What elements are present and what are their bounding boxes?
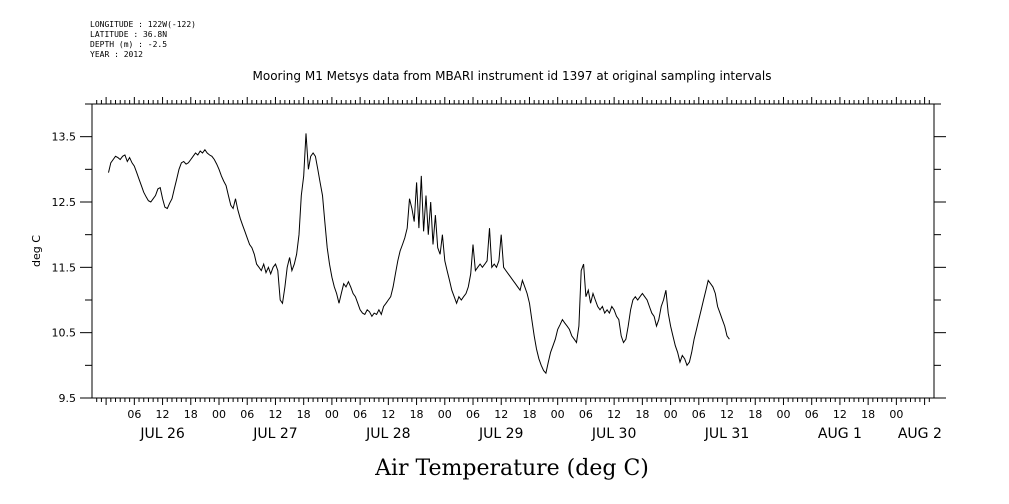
latitude-label: LATITUDE : 36.8N xyxy=(90,30,168,39)
x-tick-label: 12 xyxy=(494,408,508,421)
depth-label: DEPTH (m) : -2.5 xyxy=(90,40,168,49)
metadata-header: LONGITUDE : 122W(-122) LATITUDE : 36.8N … xyxy=(90,20,196,60)
longitude-label: LONGITUDE : 122W(-122) xyxy=(90,20,196,29)
x-day-label: JUL 30 xyxy=(591,426,636,442)
x-tick-label: 18 xyxy=(861,408,875,421)
x-tick-label: 06 xyxy=(805,408,819,421)
series-group xyxy=(108,133,730,375)
x-tick-label: 06 xyxy=(579,408,593,421)
x-day-label: AUG 2 xyxy=(898,426,942,442)
x-tick-label: 06 xyxy=(692,408,706,421)
x-day-label: JUL 28 xyxy=(365,426,410,442)
x-tick-label: 00 xyxy=(664,408,678,421)
y-axis: 9.5 10.5 11.5 12.5 13.5 xyxy=(52,103,946,405)
y-tick-label: 11.5 xyxy=(52,261,77,274)
x-day-label: JUL 31 xyxy=(704,426,749,442)
x-tick-label: 06 xyxy=(466,408,480,421)
plot-frame xyxy=(91,103,935,399)
y-tick-label: 13.5 xyxy=(52,131,77,144)
x-tick-label: 12 xyxy=(833,408,847,421)
chart-title: Mooring M1 Metsys data from MBARI instru… xyxy=(253,69,772,83)
x-day-label: JUL 26 xyxy=(139,426,185,442)
x-axis-title: Air Temperature (deg C) xyxy=(374,456,649,481)
x-day-label: AUG 1 xyxy=(818,426,862,442)
x-tick-label: 12 xyxy=(381,408,395,421)
x-tick-label: 18 xyxy=(635,408,649,421)
x-day-label: JUL 27 xyxy=(252,426,297,442)
x-tick-label: 00 xyxy=(889,408,903,421)
x-tick-label: 12 xyxy=(607,408,621,421)
x-tick-label: 12 xyxy=(720,408,734,421)
x-tick-label: 18 xyxy=(522,408,536,421)
y-tick-label: 10.5 xyxy=(52,327,77,340)
series-line xyxy=(108,133,730,375)
year-label: YEAR : 2012 xyxy=(90,50,143,59)
y-axis-label: deg C xyxy=(30,235,43,267)
x-tick-label: 18 xyxy=(297,408,311,421)
x-tick-label: 00 xyxy=(212,408,226,421)
x-axis: 06 12 18 00 06 12 18 00 06 12 18 00 06 12 18 00 06 12 18 00… xyxy=(96,97,942,442)
x-tick-label: 18 xyxy=(748,408,762,421)
y-tick-label: 9.5 xyxy=(59,392,77,405)
x-tick-label: 00 xyxy=(325,408,339,421)
x-tick-label: 06 xyxy=(127,408,141,421)
x-tick-label: 06 xyxy=(240,408,254,421)
x-tick-label: 00 xyxy=(438,408,452,421)
x-tick-label: 00 xyxy=(776,408,790,421)
x-tick-label: 18 xyxy=(410,408,424,421)
x-tick-label: 18 xyxy=(184,408,198,421)
y-tick-label: 12.5 xyxy=(52,196,77,209)
x-tick-label: 06 xyxy=(353,408,367,421)
x-tick-label: 00 xyxy=(551,408,565,421)
x-day-label: JUL 29 xyxy=(478,426,523,442)
x-tick-label: 12 xyxy=(268,408,282,421)
x-tick-label: 12 xyxy=(156,408,170,421)
